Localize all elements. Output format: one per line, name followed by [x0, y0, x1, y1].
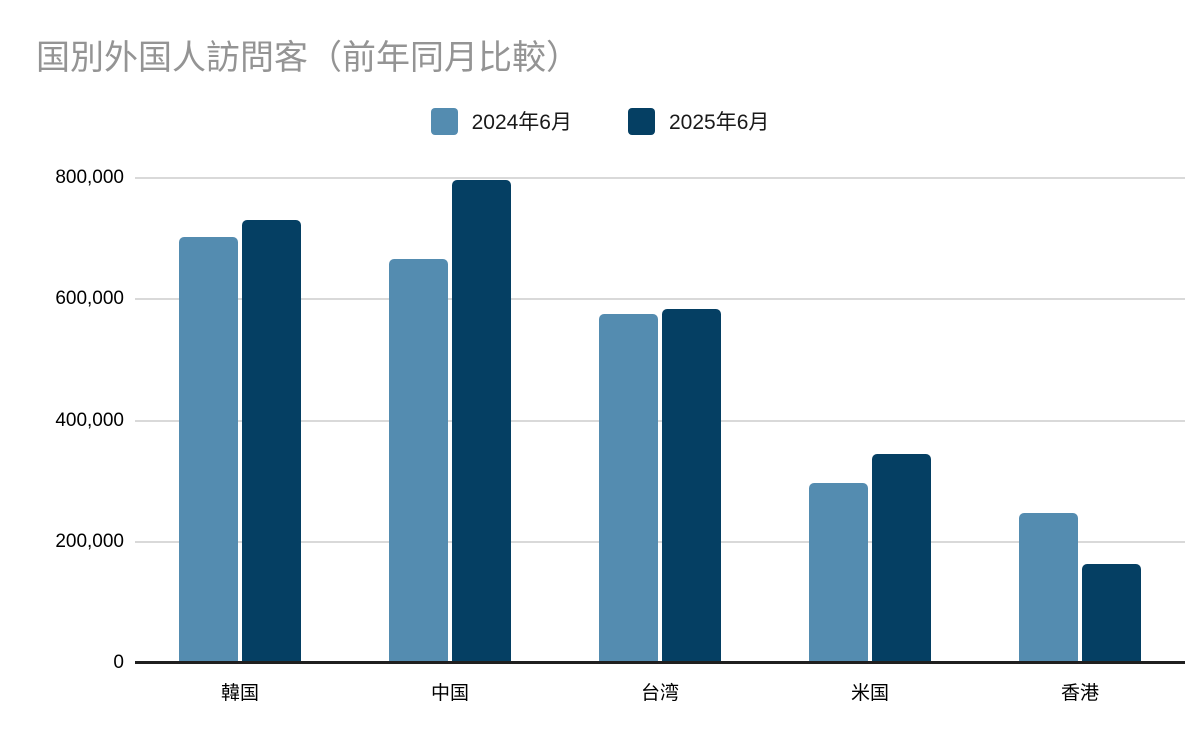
legend-label-2024: 2024年6月	[471, 111, 572, 134]
legend: 2024年6月 2025年6月	[0, 106, 1200, 136]
bar-韓国-2025年6月[interactable]	[242, 220, 301, 663]
x-axis-labels: 韓国 中国 台湾 米国 香港	[135, 678, 1185, 705]
legend-label-2025: 2025年6月	[669, 111, 770, 134]
bar-中国-2025年6月[interactable]	[452, 179, 511, 663]
y-tick-label-600000: 600,000	[55, 288, 124, 310]
bar-groups	[135, 178, 1185, 663]
bar-米国-2024年6月[interactable]	[809, 482, 868, 663]
y-tick-label-200000: 200,000	[55, 530, 124, 552]
y-tick-label-0: 0	[113, 652, 124, 673]
bar-group-韓国	[135, 178, 345, 663]
chart-title: 国別外国人訪問客（前年同月比較）	[36, 39, 580, 77]
y-axis: 0 200,000 400,000 600,000 800,000	[0, 167, 124, 673]
legend-item-2025[interactable]: 2025年6月	[628, 106, 769, 136]
x-tick-label-台湾: 台湾	[640, 683, 679, 704]
gridline-200000	[135, 540, 1185, 543]
bar-香港-2024年6月[interactable]	[1019, 512, 1078, 663]
plot-area	[135, 177, 1185, 664]
legend-item-2024[interactable]: 2024年6月	[430, 106, 572, 136]
bar-台湾-2025年6月[interactable]	[662, 308, 721, 663]
bar-中国-2024年6月[interactable]	[389, 258, 448, 663]
gridline-800000	[135, 177, 1185, 179]
gridline-400000	[135, 419, 1185, 422]
x-tick-label-韓国: 韓国	[220, 683, 259, 704]
bar-group-台湾	[555, 178, 765, 663]
y-tick-label-400000: 400,000	[55, 409, 124, 431]
gridline-600000	[135, 298, 1185, 301]
bar-group-中国	[345, 178, 555, 663]
y-tick-label-800000: 800,000	[55, 167, 124, 188]
x-tick-label-米国: 米国	[850, 683, 889, 704]
bar-韓国-2024年6月[interactable]	[179, 236, 238, 663]
x-tick-label-中国: 中国	[430, 683, 469, 704]
x-tick-label-香港: 香港	[1060, 683, 1099, 704]
legend-swatch-2024-icon	[430, 107, 458, 135]
bar-台湾-2024年6月[interactable]	[599, 314, 658, 663]
x-axis-line	[135, 661, 1185, 664]
legend-swatch-2025-icon	[628, 107, 655, 135]
bar-米国-2025年6月[interactable]	[872, 454, 931, 663]
bar-group-米国	[765, 178, 975, 663]
bar-group-香港	[975, 178, 1185, 663]
bar-香港-2025年6月[interactable]	[1082, 563, 1141, 663]
